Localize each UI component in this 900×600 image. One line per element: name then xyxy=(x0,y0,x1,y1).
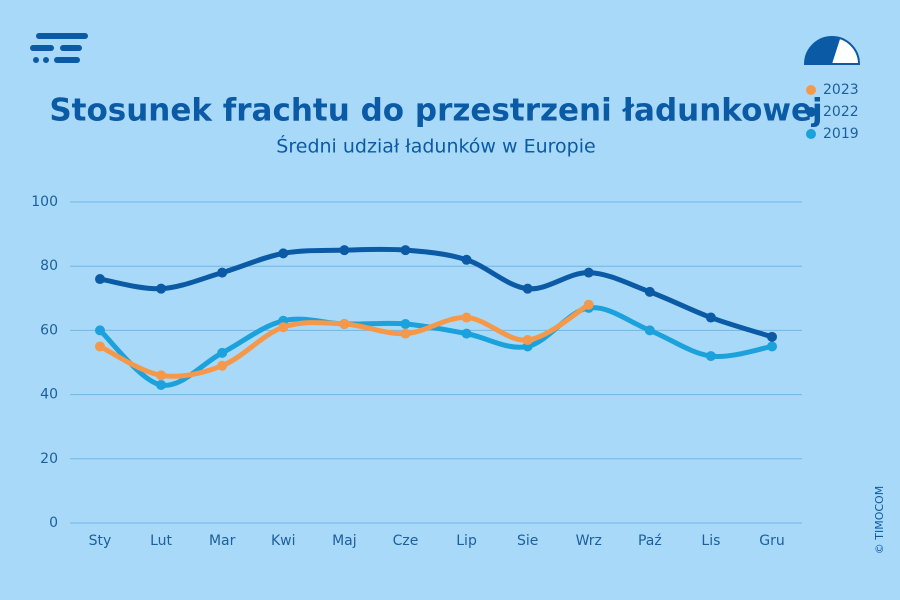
x-tick-label: Gru xyxy=(759,533,784,549)
chart-subtitle: Średni udział ładunków w Europie xyxy=(276,134,595,158)
data-point xyxy=(522,283,533,294)
data-point xyxy=(522,335,533,346)
data-point xyxy=(217,347,228,358)
data-point xyxy=(339,245,350,256)
x-tick-label: Paź xyxy=(638,533,662,549)
data-point xyxy=(767,341,777,352)
y-tick-label: 80 xyxy=(40,258,58,274)
x-tick-label: Maj xyxy=(332,533,357,549)
data-point xyxy=(339,318,350,329)
legend-marker xyxy=(806,107,816,117)
legend-marker xyxy=(806,85,816,95)
copyright: © TIMOCOM xyxy=(873,486,886,554)
x-tick-label: Kwi xyxy=(271,533,296,549)
data-point xyxy=(278,248,289,259)
data-point xyxy=(583,299,594,310)
x-tick-label: Cze xyxy=(393,533,419,549)
x-tick-label: Wrz xyxy=(576,533,602,549)
x-tick-label: Lis xyxy=(701,533,720,549)
data-point xyxy=(583,267,594,278)
x-tick-label: Sty xyxy=(89,533,112,549)
data-point xyxy=(156,379,167,390)
x-tick-label: Mar xyxy=(209,533,236,549)
data-point xyxy=(95,325,105,336)
x-tick-label: Lut xyxy=(150,533,172,549)
legend-label: 2019 xyxy=(823,126,859,142)
data-point xyxy=(461,328,472,339)
data-point xyxy=(644,325,655,336)
data-point xyxy=(95,341,105,352)
y-tick-label: 100 xyxy=(31,194,58,210)
y-tick-label: 20 xyxy=(40,451,58,467)
x-tick-label: Lip xyxy=(456,533,477,549)
data-point xyxy=(156,283,167,294)
data-point xyxy=(278,322,289,333)
data-point xyxy=(644,286,655,297)
data-point xyxy=(461,312,472,323)
data-point xyxy=(400,328,411,339)
y-tick-label: 40 xyxy=(40,387,58,403)
data-point xyxy=(95,274,105,285)
data-point xyxy=(705,351,716,362)
data-point xyxy=(217,267,228,278)
gauge-icon xyxy=(803,36,861,65)
chart-title: Stosunek frachtu do przestrzeni ładunkow… xyxy=(49,93,822,129)
y-tick-label: 60 xyxy=(40,322,58,338)
data-point xyxy=(400,245,411,256)
legend-label: 2023 xyxy=(823,82,859,98)
x-tick-label: Sie xyxy=(517,533,538,549)
y-tick-label: 0 xyxy=(49,515,58,531)
data-point xyxy=(400,318,411,329)
data-point xyxy=(217,360,228,371)
data-point xyxy=(767,331,777,342)
data-point xyxy=(156,370,167,381)
legend-label: 2022 xyxy=(823,104,859,120)
legend-marker xyxy=(806,129,816,139)
data-point xyxy=(705,312,716,323)
data-point xyxy=(461,254,472,265)
logo xyxy=(30,33,88,63)
